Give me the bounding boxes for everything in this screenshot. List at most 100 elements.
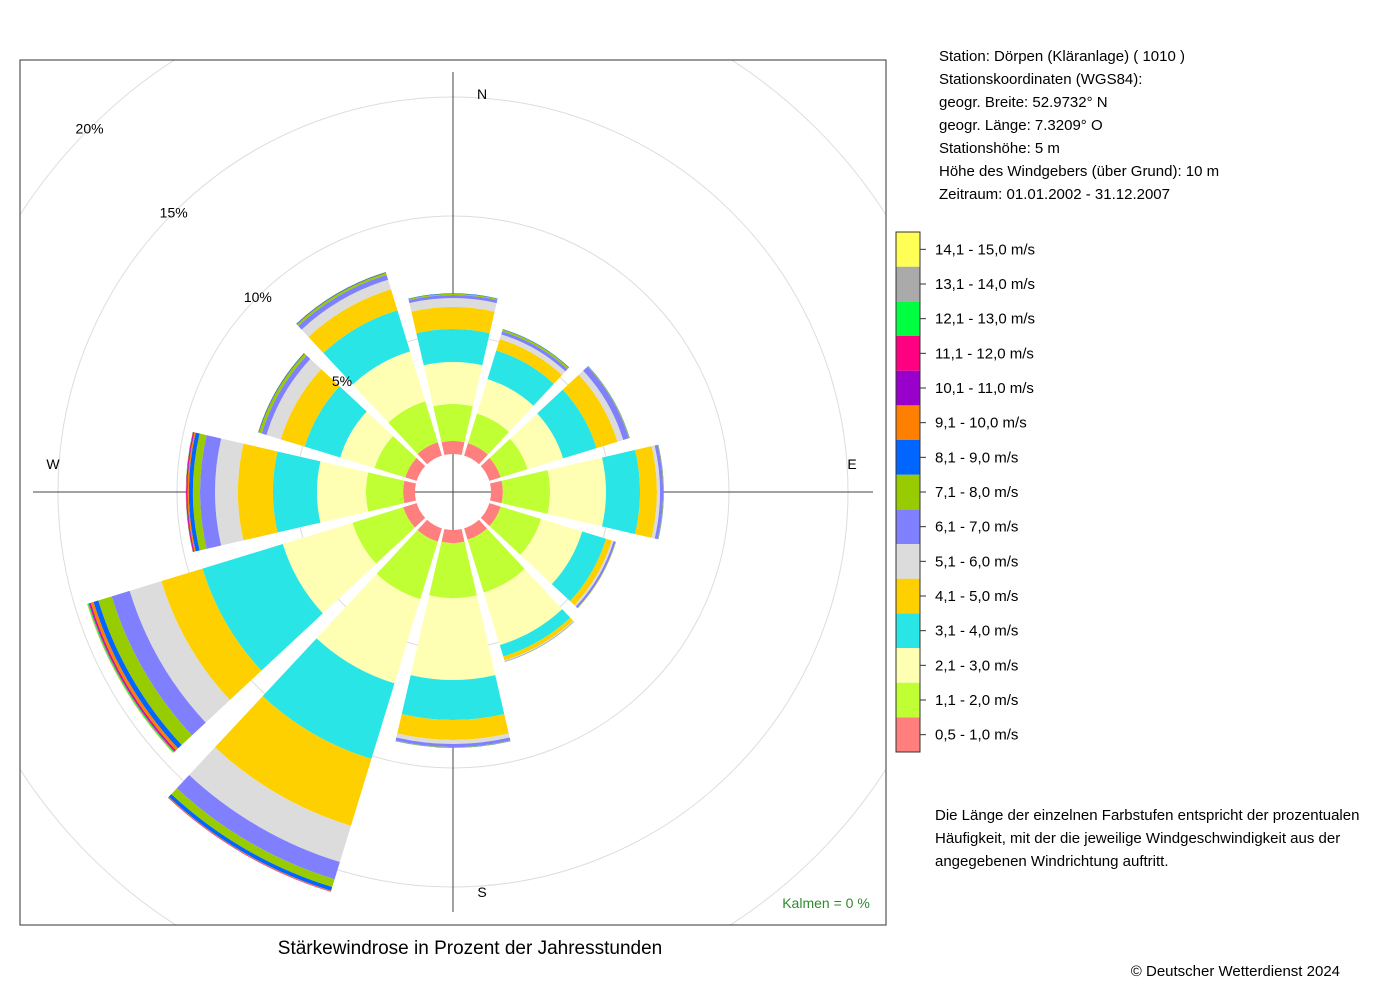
wind-segment <box>237 443 278 541</box>
legend-label: 0,5 - 1,0 m/s <box>935 727 1018 744</box>
legend-swatch <box>896 336 920 371</box>
wind-segment <box>403 480 416 504</box>
wind-segment <box>489 438 528 478</box>
wind-segment <box>476 379 534 433</box>
wind-segment <box>202 544 323 671</box>
calm-label: Kalmen = 0 % <box>782 895 870 911</box>
wind-segment <box>395 740 511 748</box>
legend-label: 2,1 - 3,0 m/s <box>935 657 1018 674</box>
wind-segment <box>266 358 322 440</box>
wind-segment <box>570 538 612 606</box>
wind-segment <box>129 581 230 723</box>
wind-segment <box>520 518 583 585</box>
grid-circle <box>20 60 886 925</box>
wind-segment <box>340 411 394 469</box>
wind-segment <box>441 440 465 455</box>
wind-segment <box>111 590 206 736</box>
legend-label: 1,1 - 2,0 m/s <box>935 692 1018 709</box>
legend-swatch <box>896 509 920 544</box>
note-line: Die Länge der einzelnen Farbstufen entsp… <box>935 807 1359 824</box>
wind-segment <box>562 374 618 449</box>
wind-segment <box>186 431 194 553</box>
wind-segment <box>487 350 554 406</box>
wind-segment <box>467 528 525 593</box>
wind-segment <box>189 747 351 863</box>
info-line: geogr. Breite: 52.9732° N <box>939 94 1108 111</box>
r-tick-label: 10% <box>244 289 272 305</box>
wind-segment <box>410 595 496 680</box>
wind-segment <box>551 531 607 602</box>
wind-segment <box>308 289 398 353</box>
wind-segment <box>501 470 551 514</box>
wind-segment <box>411 306 495 334</box>
wind-segment <box>376 530 438 600</box>
wind-segment <box>408 295 498 304</box>
wind-segment <box>578 370 624 442</box>
station-info: Station: Dörpen (Kläranlage) ( 1010 ) Sta… <box>939 48 1219 203</box>
legend-swatch <box>896 440 920 475</box>
wind-segment <box>583 366 629 440</box>
wind-segment <box>423 361 483 407</box>
wind-segment <box>441 529 465 544</box>
legend-label: 10,1 - 11,0 m/s <box>935 380 1034 397</box>
legend-label: 4,1 - 5,0 m/s <box>935 588 1018 605</box>
info-line: Stationshöhe: 5 m <box>939 140 1060 157</box>
wind-segment <box>602 449 640 535</box>
info-line: Station: Dörpen (Kläranlage) ( 1010 ) <box>939 48 1185 65</box>
plot-frame <box>19 59 887 926</box>
wind-segment <box>298 274 389 330</box>
copyright: © Deutscher Wetterdienst 2024 <box>1131 963 1340 980</box>
wind-segment <box>490 480 503 504</box>
wind-segment <box>301 279 392 337</box>
wind-segment <box>575 541 616 609</box>
wind-segment <box>480 457 501 481</box>
wind-segment <box>200 435 222 549</box>
wind-segment <box>417 442 442 465</box>
legend-label: 5,1 - 6,0 m/s <box>935 553 1018 570</box>
wind-segment <box>503 617 574 661</box>
wind-segment <box>161 568 262 701</box>
info-line: Höhe des Windgebers (über Grund): 10 m <box>939 163 1219 180</box>
legend-swatch <box>896 474 920 510</box>
wind-segment <box>510 413 564 470</box>
legend-label: 11,1 - 12,0 m/s <box>935 345 1034 362</box>
wind-segment <box>272 451 321 533</box>
wind-segment <box>408 293 498 299</box>
compass-label: N <box>477 86 487 102</box>
wind-segment <box>635 446 657 538</box>
wind-segment <box>417 519 442 542</box>
wind-segment <box>651 445 660 539</box>
wind-segment <box>388 401 438 454</box>
legend-label: 12,1 - 13,0 m/s <box>935 311 1035 328</box>
legend-swatch <box>896 266 920 302</box>
legend-swatch <box>896 613 920 648</box>
legend-label: 3,1 - 4,0 m/s <box>935 623 1018 640</box>
wind-segment <box>282 522 377 614</box>
wind-segment <box>395 737 511 748</box>
wind-segment <box>323 310 411 385</box>
wind-segment <box>502 329 569 370</box>
r-tick-label: 20% <box>76 121 104 137</box>
legend-swatch <box>896 578 920 614</box>
wind-segment <box>397 714 509 740</box>
legend-swatch <box>896 717 920 752</box>
compass-label: E <box>847 456 856 472</box>
wind-segment <box>480 503 501 527</box>
r-tick-label: 5% <box>332 373 352 389</box>
wind-segment <box>261 355 311 435</box>
wind-segment <box>499 334 566 376</box>
wind-segment <box>186 432 195 552</box>
wind-segment <box>464 519 488 540</box>
wind-segment <box>409 298 497 312</box>
legend-swatch <box>896 370 920 406</box>
note-line: angegebenen Windrichtung auftritt. <box>935 853 1169 870</box>
wind-segment <box>467 413 509 455</box>
info-line: Zeitraum: 01.01.2002 - 31.12.2007 <box>939 186 1170 203</box>
wind-segment <box>365 472 405 512</box>
legend-label: 13,1 - 14,0 m/s <box>935 276 1035 293</box>
wind-segment <box>408 293 498 301</box>
wind-segment <box>537 389 597 459</box>
wind-segment <box>352 507 415 564</box>
wind-segment <box>280 369 340 447</box>
wind-segment <box>258 353 307 434</box>
